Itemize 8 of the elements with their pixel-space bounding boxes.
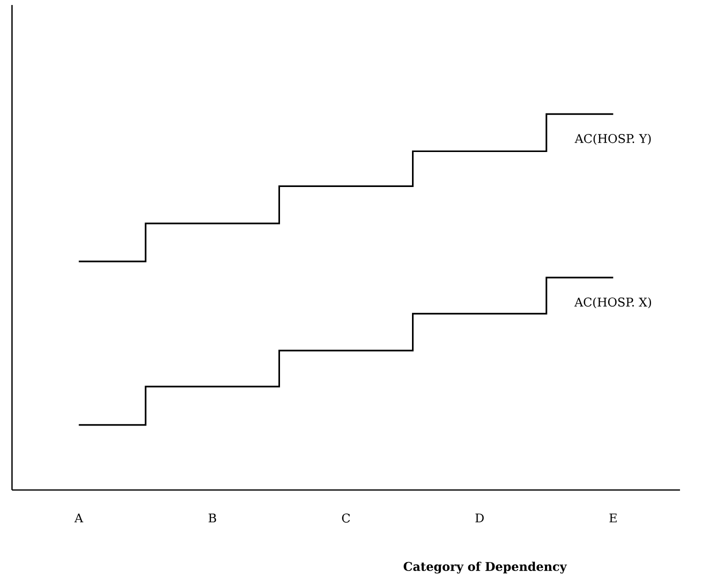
- x-tick-label: A: [74, 514, 84, 522]
- x-tick-label: C: [342, 514, 350, 523]
- series-label: AC(HOSP. Y): [574, 134, 651, 145]
- x-tick-label: D: [475, 514, 484, 522]
- series-label: AC(HOSP. X): [574, 297, 652, 308]
- x-axis-title: Category of Dependency: [404, 562, 567, 574]
- x-tick-label: E: [609, 514, 617, 522]
- x-tick-label: B: [208, 514, 216, 522]
